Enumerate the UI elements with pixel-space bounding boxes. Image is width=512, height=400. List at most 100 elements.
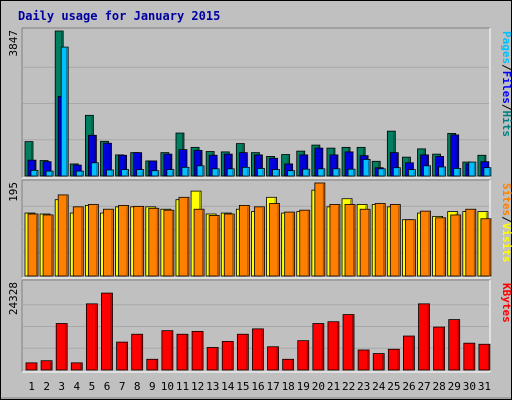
- legend-entry: Sites: [500, 183, 512, 216]
- bar-pages-day-9: [151, 170, 160, 177]
- bar-kbytes-day-13: [206, 347, 219, 371]
- bar-sites-day-7: [118, 205, 129, 277]
- bar-sites-day-29: [450, 214, 462, 277]
- panel-legend: KBytes: [500, 283, 512, 323]
- bar-pages-day-15: [241, 166, 250, 177]
- x-tick-day-9: 9: [149, 380, 156, 393]
- x-tick-day-21: 21: [327, 380, 340, 393]
- bar-kbytes-day-23: [357, 349, 370, 371]
- bar-sites-day-25: [389, 204, 401, 277]
- panel-1: 3847 Pages/Files/Hits: [7, 27, 512, 179]
- bar-sites-day-18: [284, 211, 296, 277]
- bar-kbytes-day-14: [221, 340, 234, 371]
- bar-sites-day-13: [208, 215, 220, 277]
- bar-sites-day-19: [299, 209, 311, 277]
- x-tick-day-5: 5: [89, 380, 96, 393]
- bar-sites-day-6: [103, 208, 114, 277]
- bar-kbytes-day-31: [478, 343, 491, 371]
- legend-entry: /: [500, 216, 512, 223]
- bar-kbytes-day-4: [70, 362, 83, 371]
- bar-sites-day-10: [163, 209, 175, 277]
- bar-pages-day-1: [30, 169, 39, 177]
- bar-sites-day-21: [329, 204, 341, 277]
- x-tick-day-3: 3: [58, 380, 65, 393]
- bar-sites-day-15: [238, 205, 250, 277]
- bar-kbytes-day-2: [40, 360, 53, 371]
- bar-kbytes-day-16: [252, 328, 264, 371]
- bar-pages-day-11: [181, 166, 190, 177]
- x-tick-day-30: 30: [463, 380, 476, 393]
- legend-entry: KBytes: [500, 283, 512, 323]
- legend-entry: /: [500, 104, 512, 111]
- bar-kbytes-day-20: [312, 323, 325, 371]
- bar-sites-day-22: [344, 204, 356, 277]
- bar-sites-day-16: [254, 206, 265, 277]
- x-tick-day-16: 16: [251, 380, 264, 393]
- bar-sites-day-8: [133, 205, 145, 277]
- bar-pages-day-28: [438, 166, 447, 177]
- legend-entry: Pages: [500, 31, 512, 64]
- bar-pages-day-7: [121, 169, 129, 177]
- bar-kbytes-day-6: [101, 292, 113, 371]
- bar-pages-day-6: [106, 169, 114, 177]
- x-tick-day-15: 15: [236, 380, 249, 393]
- bar-pages-day-20: [317, 168, 326, 177]
- x-tick-day-17: 17: [266, 380, 279, 393]
- bar-pages-day-16: [257, 168, 265, 177]
- x-tick-day-28: 28: [433, 380, 446, 393]
- bar-pages-day-5: [90, 162, 99, 177]
- bar-pages-day-12: [196, 165, 205, 177]
- bar-kbytes-day-22: [342, 314, 355, 371]
- bar-pages-day-26: [408, 169, 416, 177]
- y-max-label: 195: [7, 182, 20, 202]
- bar-sites-day-5: [87, 204, 99, 277]
- bar-pages-day-23: [362, 159, 371, 177]
- x-axis-tick-labels: 1 2 3 4 5 6 7 8 9 10 11 12 13 14 15 16 17 18 19 20 21 22 23 24 2…: [28, 380, 491, 393]
- x-tick-day-13: 13: [206, 380, 219, 393]
- bar-kbytes-day-17: [267, 346, 279, 371]
- bar-sites-day-20: [314, 182, 326, 277]
- bar-pages-day-29: [453, 168, 462, 177]
- bar-pages-day-10: [166, 169, 175, 177]
- bar-kbytes-day-10: [161, 330, 174, 371]
- x-tick-day-12: 12: [191, 380, 204, 393]
- bar-pages-day-27: [423, 165, 431, 177]
- bar-pages-day-24: [377, 168, 386, 177]
- bar-sites-day-27: [420, 210, 431, 277]
- x-tick-day-11: 11: [176, 380, 189, 393]
- bar-pages-day-25: [392, 167, 401, 177]
- chart-title: Daily usage for January 2015: [18, 9, 220, 23]
- legend-entry: Files: [500, 71, 512, 104]
- bar-sites-day-14: [223, 213, 235, 277]
- x-tick-day-2: 2: [43, 380, 50, 393]
- bar-sites-day-17: [269, 203, 280, 277]
- bar-sites-day-1: [27, 213, 39, 277]
- bar-pages-day-2: [45, 170, 54, 177]
- y-max-label: 24328: [7, 282, 20, 315]
- x-tick-day-31: 31: [478, 380, 491, 393]
- bar-pages-day-3: [60, 46, 69, 177]
- x-tick-day-19: 19: [297, 380, 310, 393]
- bar-kbytes-day-12: [191, 330, 204, 371]
- bar-pages-day-31: [483, 167, 492, 177]
- legend-entry: /: [500, 64, 512, 71]
- bar-pages-day-8: [136, 169, 145, 177]
- legend-entry: Visits: [500, 223, 512, 263]
- bar-pages-day-19: [302, 168, 311, 177]
- bar-kbytes-day-28: [433, 326, 446, 371]
- x-tick-day-25: 25: [387, 380, 400, 393]
- x-tick-day-22: 22: [342, 380, 355, 393]
- bar-sites-day-12: [193, 208, 205, 277]
- bar-sites-day-30: [465, 208, 477, 277]
- x-tick-day-14: 14: [221, 380, 235, 393]
- x-tick-day-29: 29: [448, 380, 461, 393]
- x-tick-day-27: 27: [417, 380, 430, 393]
- x-tick-day-23: 23: [357, 380, 370, 393]
- x-tick-day-1: 1: [28, 380, 35, 393]
- x-tick-day-7: 7: [119, 380, 126, 393]
- x-tick-day-10: 10: [161, 380, 174, 393]
- bar-kbytes-day-25: [387, 348, 400, 371]
- bar-sites-day-31: [480, 218, 492, 277]
